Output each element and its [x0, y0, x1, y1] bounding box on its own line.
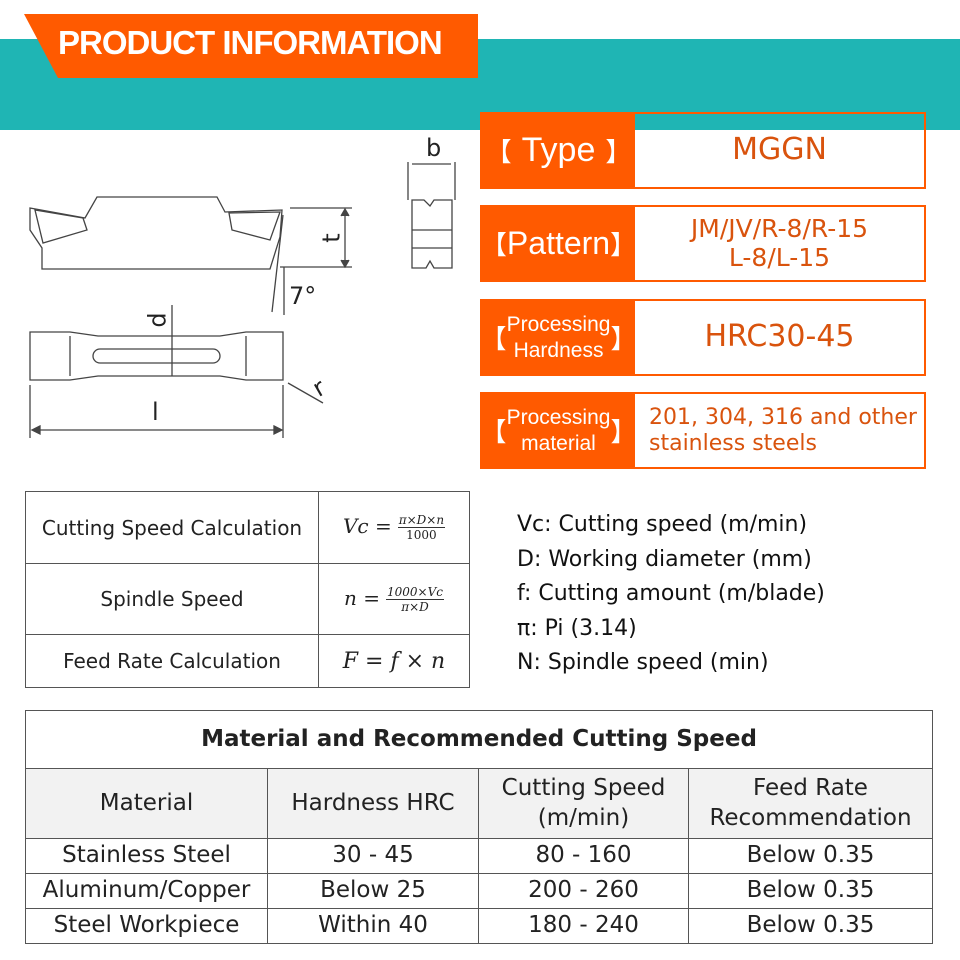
table-row: Stainless Steel 30 - 45 80 - 160 Below 0.35: [25, 838, 933, 874]
spec-label: Hardness: [513, 338, 604, 362]
spec-label: Type: [521, 131, 596, 169]
spec-value: HRC30-45: [704, 319, 855, 355]
bracket: 】: [605, 137, 632, 167]
header-tab: [24, 14, 478, 78]
bracket: 【: [480, 230, 507, 260]
cell: 80 - 160: [478, 838, 689, 874]
column-header: Material: [25, 768, 268, 839]
spec-label: material: [521, 431, 596, 455]
column-header: Hardness HRC: [267, 768, 479, 839]
spec-type: 【 Type 】 MGGN: [480, 112, 926, 189]
numerator: π×D×n: [397, 513, 446, 528]
cell: Aluminum/Copper: [25, 873, 268, 909]
bracket: 【: [480, 417, 507, 447]
bracket: 】: [610, 230, 637, 260]
bracket: 【: [480, 324, 507, 354]
cell: 30 - 45: [267, 838, 479, 874]
formula-table: Cutting Speed Calculation Vc = π×D×n 1000 …: [25, 491, 470, 688]
insert-diagram: [29, 162, 456, 438]
cell: Steel Workpiece: [25, 908, 268, 944]
cell: 200 - 260: [478, 873, 689, 909]
cell: Below 0.35: [688, 873, 933, 909]
dim-label-b: b: [426, 134, 442, 162]
formula-expr: F = f × n: [342, 648, 446, 674]
formula-row: Cutting Speed Calculation Vc = π×D×n 1000: [25, 491, 470, 564]
spec-value-line: L-8/L-15: [728, 242, 831, 272]
definition: D: Working diameter (mm): [517, 546, 812, 572]
page-title: PRODUCT INFORMATION: [58, 24, 443, 61]
dim-label-d: d: [143, 312, 172, 328]
definition: f: Cutting amount (m/blade): [517, 581, 825, 606]
cell: Below 0.35: [688, 908, 933, 944]
formula-lhs: n =: [344, 585, 380, 610]
formula-name: Spindle Speed: [25, 563, 319, 635]
table-row: Aluminum/Copper Below 25 200 - 260 Below 0.…: [25, 873, 933, 909]
spec-hardness: 【Processing Hardness】 HRC30-45: [480, 299, 926, 376]
spec-label: Pattern: [506, 225, 611, 261]
dim-label-t: t: [317, 233, 346, 243]
definition: N: Spindle speed (min): [517, 650, 769, 675]
spec-value-line: JM/JV/R-8/R-15: [690, 213, 869, 243]
formula-name: Feed Rate Calculation: [25, 634, 319, 688]
formula-row: Spindle Speed n = 1000×Vc π×D: [25, 563, 470, 635]
definition: Vc: Cutting speed (m/min): [517, 512, 808, 537]
spec-pattern: 【Pattern】 JM/JV/R-8/R-15 L-8/L-15: [480, 205, 926, 282]
cell: Within 40: [267, 908, 479, 944]
formula-row: Feed Rate Calculation F = f × n: [25, 634, 470, 688]
denominator: π×D: [401, 599, 429, 614]
spec-material: 【Processing material 】 201, 304, 316 and o…: [480, 392, 926, 469]
spec-value-line: stainless steels: [649, 430, 817, 456]
cell: Below 0.35: [688, 838, 933, 874]
cell: Stainless Steel: [25, 838, 268, 874]
numerator: 1000×Vc: [386, 584, 444, 600]
material-table: Material and Recommended Cutting Speed M…: [25, 710, 933, 944]
definition: π: Pi (3.14): [517, 615, 637, 641]
dim-label-l: l: [152, 398, 159, 426]
definitions-list: Vc: Cutting speed (m/min) D: Working dia…: [517, 508, 825, 681]
cell: 180 - 240: [478, 908, 689, 944]
dim-label-angle: 7°: [289, 282, 317, 310]
formula-lhs: Vc =: [342, 514, 392, 538]
table-title: Material and Recommended Cutting Speed: [25, 710, 933, 769]
column-header: Cutting Speed (m/min): [478, 768, 689, 839]
spec-label: Processing: [506, 406, 611, 430]
spec-value-line: 201, 304, 316 and other: [649, 405, 917, 431]
denominator: 1000: [406, 528, 437, 542]
table-row: Steel Workpiece Within 40 180 - 240 Below 0…: [25, 908, 933, 944]
spec-label: Processing: [506, 313, 611, 337]
cell: Below 25: [267, 873, 479, 909]
table-header-row: Material Hardness HRC Cutting Speed (m/m…: [25, 768, 933, 839]
formula-name: Cutting Speed Calculation: [25, 491, 319, 564]
spec-value: MGGN: [732, 132, 827, 168]
column-header: Feed Rate Recommendation: [688, 768, 933, 839]
bracket: 】: [610, 417, 637, 447]
bracket: 】: [610, 324, 637, 354]
bracket: 【: [485, 137, 512, 167]
